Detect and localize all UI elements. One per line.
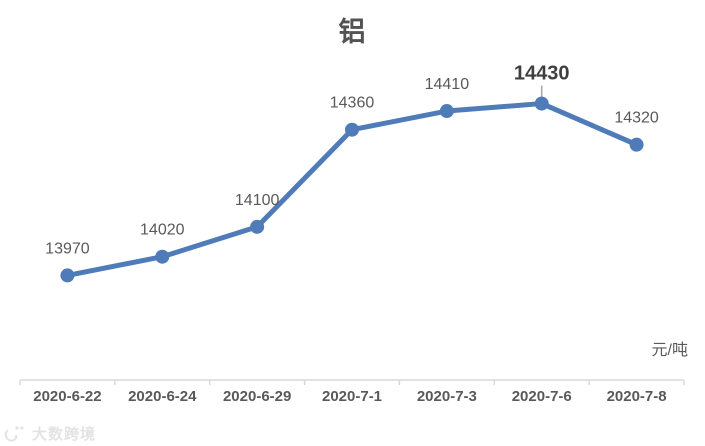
- x-axis-label: 2020-6-24: [128, 388, 197, 405]
- data-label: 13970: [45, 240, 90, 257]
- x-axis-label: 2020-6-22: [33, 388, 102, 405]
- data-label: 14360: [330, 95, 375, 112]
- x-axis-label: 2020-6-29: [222, 388, 292, 405]
- data-point-marker: [345, 122, 359, 137]
- x-axis-label: 2020-7-3: [416, 388, 477, 405]
- watermark-text: 大数跨境: [32, 426, 97, 443]
- chart-title: 铝: [338, 17, 367, 47]
- data-point-marker: [534, 96, 549, 111]
- x-axis-label: 2020-7-6: [511, 388, 572, 405]
- watermark: 大数跨境: [4, 423, 96, 444]
- data-label: 14020: [140, 222, 185, 239]
- unit-label: 元/吨: [651, 342, 688, 359]
- data-label-highlight: 14430: [514, 63, 570, 85]
- data-label: 14100: [235, 192, 280, 209]
- data-point-marker: [155, 249, 170, 264]
- data-label: 14410: [425, 76, 470, 93]
- data-point-marker: [60, 268, 75, 283]
- data-point-marker: [250, 219, 265, 234]
- dashu-logo-icon: [4, 425, 24, 442]
- data-label: 14320: [614, 110, 659, 127]
- data-point-marker: [629, 137, 644, 152]
- x-axis-labels: 2020-6-22 2020-6-24 2020-6-29 2020-7-1 2020-…: [20, 388, 684, 405]
- x-axis-label: 2020-7-8: [606, 388, 667, 405]
- data-point-marker: [439, 104, 454, 119]
- x-axis-label: 2020-7-1: [321, 388, 383, 405]
